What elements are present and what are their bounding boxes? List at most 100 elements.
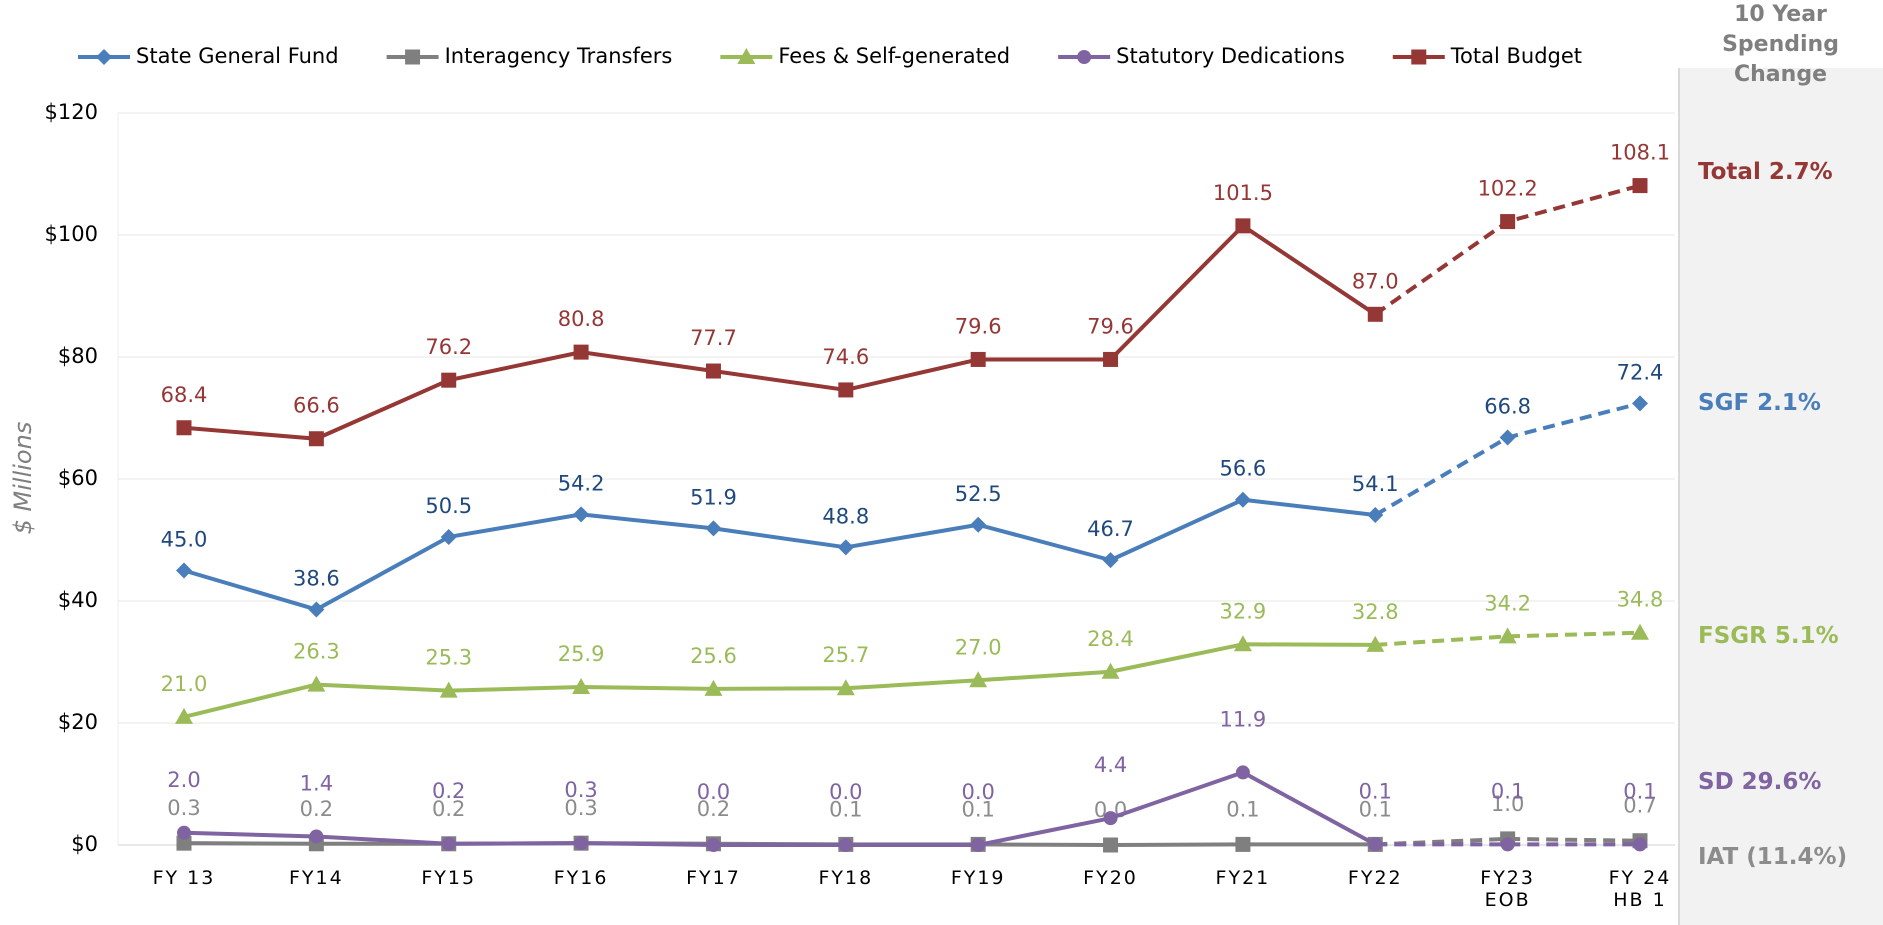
marker [307, 675, 326, 692]
data-label: 27.0 [955, 635, 1002, 659]
y-tick-label: $0 [71, 832, 98, 856]
data-label: 48.8 [822, 504, 869, 528]
legend-label: Total Budget [1450, 44, 1582, 68]
side-panel-item: IAT (11.4%) [1698, 844, 1848, 870]
series-line [183, 642, 1376, 719]
x-tick-label: FY20 [1083, 867, 1138, 889]
marker [1235, 218, 1251, 234]
data-label: 28.4 [1087, 627, 1134, 651]
data-label: 80.8 [558, 307, 605, 331]
x-tick-label: FY19 [950, 867, 1006, 889]
data-label: 52.5 [955, 482, 1002, 506]
side-panel-item: SD 29.6% [1698, 769, 1822, 795]
marker [737, 48, 756, 64]
y-tick-label: $80 [58, 344, 98, 368]
series-line [183, 223, 1377, 441]
legend-label: Interagency Transfers [445, 44, 673, 68]
data-label: 0.1 [961, 797, 994, 821]
marker [838, 382, 854, 398]
x-tick-label: FY 24 HB 1 [1608, 867, 1672, 911]
data-label: 0.1 [1359, 797, 1392, 821]
marker [1233, 635, 1252, 652]
marker [1500, 837, 1515, 852]
marker [705, 520, 722, 537]
marker [574, 836, 589, 851]
data-label: 34.2 [1484, 591, 1531, 615]
data-label: 25.7 [822, 643, 869, 667]
x-tick-label: FY18 [818, 867, 874, 889]
marker [1498, 627, 1517, 644]
marker [1102, 552, 1119, 569]
data-label: 4.4 [1094, 753, 1127, 777]
data-label: 0.2 [697, 797, 730, 821]
marker [573, 506, 590, 523]
marker [1368, 837, 1383, 852]
marker [1077, 50, 1092, 64]
x-tick-label: FY14 [289, 867, 344, 889]
y-tick-label: $120 [45, 100, 98, 124]
x-tick-label: FY 13 [152, 867, 216, 889]
marker [573, 344, 589, 360]
data-label: 87.0 [1352, 269, 1399, 293]
data-label: 0.7 [1623, 794, 1656, 818]
marker [1103, 837, 1119, 853]
data-label: 1.0 [1491, 792, 1524, 816]
marker [1366, 635, 1385, 652]
marker [1101, 662, 1120, 679]
data-label: 32.9 [1220, 599, 1267, 623]
marker [175, 707, 193, 724]
x-tick-label: FY21 [1215, 867, 1271, 889]
data-label: 25.6 [690, 644, 737, 668]
marker [971, 838, 986, 852]
data-label: 0.1 [829, 797, 862, 821]
marker [308, 431, 324, 447]
marker [836, 679, 855, 696]
marker [439, 681, 458, 698]
x-tick-label: FY23 EOB [1480, 867, 1535, 911]
x-tick-label: FY15 [421, 867, 477, 889]
data-label: 25.3 [425, 646, 472, 670]
data-label: 0.1 [1491, 779, 1524, 803]
data-label: 101.5 [1213, 181, 1273, 205]
marker [1499, 429, 1516, 446]
data-label: 32.8 [1352, 600, 1399, 624]
marker [706, 838, 721, 852]
marker [176, 562, 192, 579]
marker [176, 420, 192, 436]
marker [1632, 178, 1648, 194]
data-label: 0.3 [167, 796, 200, 820]
marker [838, 838, 853, 852]
data-label: 76.2 [425, 335, 472, 359]
legend-label: State General Fund [136, 44, 339, 68]
marker [1633, 837, 1647, 852]
data-label: 74.6 [822, 345, 869, 369]
data-label: 0.0 [829, 780, 862, 804]
projected-line [1374, 183, 1641, 316]
data-label: 2.0 [167, 768, 200, 792]
projected-line [1374, 401, 1641, 517]
legend-label: Statutory Dedications [1116, 44, 1345, 68]
data-label: 51.9 [690, 485, 737, 509]
marker [970, 351, 986, 367]
marker [704, 679, 723, 696]
side-panel-item: FSGR 5.1% [1698, 623, 1839, 649]
marker [1411, 49, 1427, 65]
data-label: 46.7 [1087, 517, 1134, 541]
data-label: 0.2 [432, 797, 465, 821]
marker [1367, 506, 1384, 523]
data-label: 0.2 [300, 797, 333, 821]
data-label: 11.9 [1220, 707, 1267, 731]
data-label: 79.6 [1087, 314, 1134, 338]
data-label: 102.2 [1478, 177, 1538, 201]
y-tick-label: $60 [58, 466, 98, 490]
marker [441, 836, 456, 851]
data-label: 66.8 [1484, 395, 1531, 419]
data-label: 54.2 [558, 471, 605, 495]
x-tick-label: FY17 [686, 867, 741, 889]
data-label: 45.0 [161, 528, 208, 552]
data-label: 0.1 [1226, 797, 1259, 821]
data-label: 25.9 [558, 642, 605, 666]
marker [96, 49, 112, 65]
marker [440, 528, 457, 545]
